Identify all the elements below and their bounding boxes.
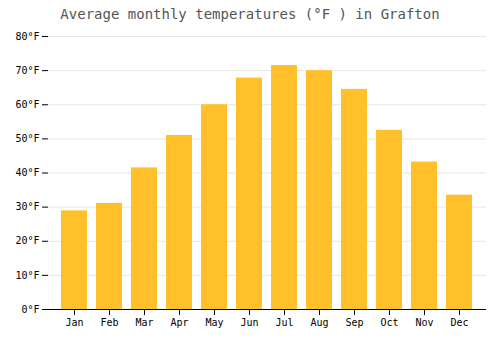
svg-text:Dec: Dec bbox=[450, 317, 468, 328]
html-text:Average monthly temperatures (: Average monthly temperatures (°F ) in Gr… bbox=[60, 6, 440, 22]
svg-text:60°F: 60°F bbox=[15, 99, 39, 110]
svg-text:May: May bbox=[205, 317, 223, 328]
svg-text:Jan: Jan bbox=[65, 317, 83, 328]
svg-text:0°F: 0°F bbox=[21, 304, 39, 315]
svg-text:50°F: 50°F bbox=[15, 133, 39, 144]
svg-text:Feb: Feb bbox=[100, 317, 118, 328]
svg-text:80°F: 80°F bbox=[15, 31, 39, 42]
svg-text:Nov: Nov bbox=[415, 317, 433, 328]
svg-text:20°F: 20°F bbox=[15, 235, 39, 246]
svg-text:Sep: Sep bbox=[345, 317, 363, 328]
svg-text:70°F: 70°F bbox=[15, 65, 39, 76]
svg-text:40°F: 40°F bbox=[15, 167, 39, 178]
svg-text:10°F: 10°F bbox=[15, 270, 39, 281]
svg-text:Mar: Mar bbox=[135, 317, 153, 328]
svg-text:Apr: Apr bbox=[170, 317, 188, 328]
svg-text:Jun: Jun bbox=[240, 317, 258, 328]
svg-text:30°F: 30°F bbox=[15, 201, 39, 212]
svg-text:Aug: Aug bbox=[310, 317, 328, 328]
svg-text:Oct: Oct bbox=[380, 317, 398, 328]
svg-text:Jul: Jul bbox=[275, 317, 293, 328]
